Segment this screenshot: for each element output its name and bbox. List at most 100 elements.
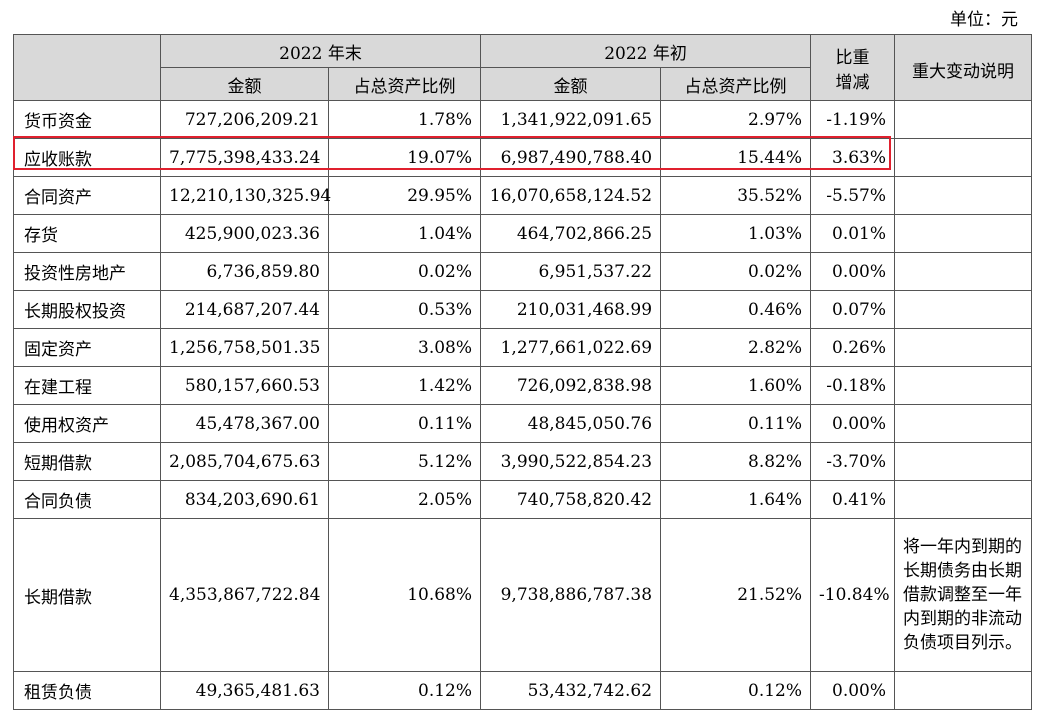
note-cell xyxy=(894,214,1033,253)
end-ratio-cell: 3.08% xyxy=(327,328,482,367)
header-change: 比重 增减 xyxy=(810,34,896,101)
begin-ratio-cell: 0.11% xyxy=(660,404,812,443)
note-cell xyxy=(894,290,1033,329)
change-cell: 0.07% xyxy=(810,290,896,329)
end-amount-cell: 425,900,023.36 xyxy=(160,214,329,253)
table-row: 合同负债 834,203,690.61 2.05% 740,758,820.42 1.6… xyxy=(13,480,1033,519)
table-row: 存货 425,900,023.36 1.04% 464,702,866.25 1.03%… xyxy=(13,214,1033,253)
row-name: 短期借款 xyxy=(13,442,161,481)
end-ratio-cell: 0.11% xyxy=(327,404,482,443)
begin-amount-cell: 464,702,866.25 xyxy=(480,214,662,253)
change-cell: -5.57% xyxy=(810,176,896,215)
table-row: 在建工程 580,157,660.53 1.42% 726,092,838.98 1.6… xyxy=(13,366,1033,405)
balance-sheet-table: 2022 年末 2022 年初 比重 增减 重大变动说明 金额 占总资产比例 金… xyxy=(13,34,1033,710)
end-ratio-cell: 0.02% xyxy=(327,252,482,291)
table-row: 应收账款 7,775,398,433.24 19.07% 6,987,490,788.… xyxy=(13,138,1033,177)
note-cell xyxy=(894,480,1033,519)
begin-ratio-cell: 0.12% xyxy=(660,671,812,710)
table-row: 长期股权投资 214,687,207.44 0.53% 210,031,468.99 0… xyxy=(13,290,1033,329)
header-item-blank xyxy=(13,34,161,101)
begin-ratio-cell: 1.60% xyxy=(660,366,812,405)
note-cell xyxy=(894,442,1033,481)
end-ratio-cell: 19.07% xyxy=(327,138,482,177)
change-cell: 0.00% xyxy=(810,404,896,443)
row-name: 投资性房地产 xyxy=(13,252,161,291)
row-name: 应收账款 xyxy=(13,138,161,177)
change-cell: 0.01% xyxy=(810,214,896,253)
header-begin-amount: 金额 xyxy=(480,67,662,101)
header-end-amount: 金额 xyxy=(160,67,329,101)
header-begin-year: 2022 年初 xyxy=(480,34,812,68)
end-ratio-cell: 1.78% xyxy=(327,100,482,139)
row-name: 货币资金 xyxy=(13,100,161,139)
begin-ratio-cell: 0.46% xyxy=(660,290,812,329)
end-ratio-cell: 10.68% xyxy=(327,518,482,672)
end-ratio-cell: 2.05% xyxy=(327,480,482,519)
begin-ratio-cell: 2.82% xyxy=(660,328,812,367)
row-name: 在建工程 xyxy=(13,366,161,405)
begin-amount-cell: 1,341,922,091.65 xyxy=(480,100,662,139)
row-name: 合同负债 xyxy=(13,480,161,519)
end-amount-cell: 45,478,367.00 xyxy=(160,404,329,443)
end-ratio-cell: 1.42% xyxy=(327,366,482,405)
note-cell xyxy=(894,671,1033,710)
note-cell xyxy=(894,100,1033,139)
row-name: 固定资产 xyxy=(13,328,161,367)
table-row: 投资性房地产 6,736,859.80 0.02% 6,951,537.22 0.02%… xyxy=(13,252,1033,291)
change-cell: -3.70% xyxy=(810,442,896,481)
begin-ratio-cell: 21.52% xyxy=(660,518,812,672)
begin-ratio-cell: 1.03% xyxy=(660,214,812,253)
table-row: 固定资产 1,256,758,501.35 3.08% 1,277,661,022.6… xyxy=(13,328,1033,367)
end-amount-cell: 214,687,207.44 xyxy=(160,290,329,329)
change-cell: 3.63% xyxy=(810,138,896,177)
begin-amount-cell: 740,758,820.42 xyxy=(480,480,662,519)
end-amount-cell: 49,365,481.63 xyxy=(160,671,329,710)
end-ratio-cell: 1.04% xyxy=(327,214,482,253)
begin-amount-cell: 726,092,838.98 xyxy=(480,366,662,405)
begin-ratio-cell: 15.44% xyxy=(660,138,812,177)
end-amount-cell: 7,775,398,433.24 xyxy=(160,138,329,177)
unit-label: 单位：元 xyxy=(950,10,1018,30)
row-name: 存货 xyxy=(13,214,161,253)
header-end-ratio: 占总资产比例 xyxy=(327,67,482,101)
header-row-1: 2022 年末 2022 年初 比重 增减 重大变动说明 xyxy=(13,34,1033,101)
note-cell xyxy=(894,404,1033,443)
begin-amount-cell: 210,031,468.99 xyxy=(480,290,662,329)
change-cell: -10.84% xyxy=(810,518,896,672)
note-cell xyxy=(894,252,1033,291)
row-name: 使用权资产 xyxy=(13,404,161,443)
change-cell: 0.26% xyxy=(810,328,896,367)
row-name: 租赁负债 xyxy=(13,671,161,710)
change-cell: -1.19% xyxy=(810,100,896,139)
table-row: 货币资金 727,206,209.21 1.78% 1,341,922,091.65 2… xyxy=(13,100,1033,139)
note-cell xyxy=(894,366,1033,405)
end-ratio-cell: 5.12% xyxy=(327,442,482,481)
begin-amount-cell: 16,070,658,124.52 xyxy=(480,176,662,215)
begin-amount-cell: 3,990,522,854.23 xyxy=(480,442,662,481)
note-cell: 将一年内到期的长期债务由长期借款调整至一年内到期的非流动负债项目列示。 xyxy=(894,518,1033,672)
begin-ratio-cell: 1.64% xyxy=(660,480,812,519)
begin-amount-cell: 9,738,886,787.38 xyxy=(480,518,662,672)
end-amount-cell: 727,206,209.21 xyxy=(160,100,329,139)
change-cell: 0.00% xyxy=(810,671,896,710)
end-ratio-cell: 29.95% xyxy=(327,176,482,215)
begin-amount-cell: 48,845,050.76 xyxy=(480,404,662,443)
begin-ratio-cell: 35.52% xyxy=(660,176,812,215)
begin-ratio-cell: 8.82% xyxy=(660,442,812,481)
table-row: 短期借款 2,085,704,675.63 5.12% 3,990,522,854.2… xyxy=(13,442,1033,481)
end-ratio-cell: 0.53% xyxy=(327,290,482,329)
begin-amount-cell: 1,277,661,022.69 xyxy=(480,328,662,367)
table-row: 长期借款 4,353,867,722.84 10.68% 9,738,886,787.… xyxy=(13,518,1033,672)
table-row: 租赁负债 49,365,481.63 0.12% 53,432,742.62 0.12%… xyxy=(13,671,1033,710)
row-name: 长期股权投资 xyxy=(13,290,161,329)
begin-amount-cell: 6,951,537.22 xyxy=(480,252,662,291)
header-end-year: 2022 年末 xyxy=(159,34,482,68)
table-row: 使用权资产 45,478,367.00 0.11% 48,845,050.76 0.11… xyxy=(13,404,1033,443)
end-amount-cell: 2,085,704,675.63 xyxy=(160,442,329,481)
note-cell xyxy=(894,176,1033,215)
end-amount-cell: 12,210,130,325.94 xyxy=(160,176,331,215)
header-change-line2: 增减 xyxy=(835,72,870,93)
end-ratio-cell: 0.12% xyxy=(327,671,482,710)
begin-ratio-cell: 0.02% xyxy=(660,252,812,291)
begin-ratio-cell: 2.97% xyxy=(660,100,812,139)
